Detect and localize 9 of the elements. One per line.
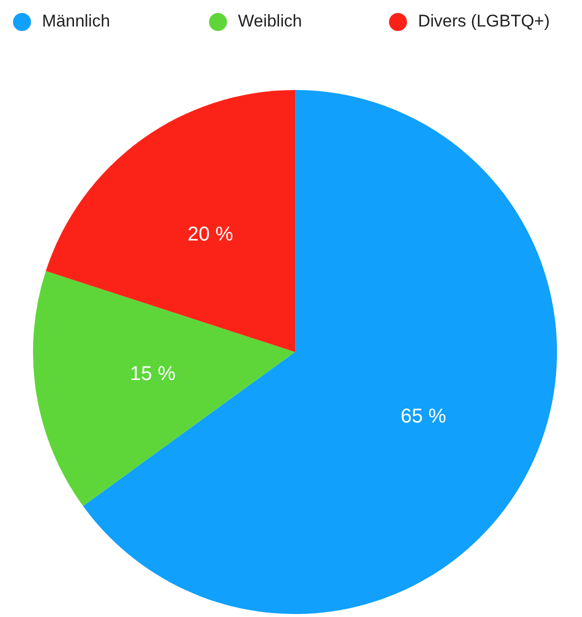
pie-slice	[33, 271, 295, 506]
data-label: 65 %	[400, 406, 446, 428]
legend-label: Männlich	[42, 11, 110, 30]
pie-slice	[46, 90, 295, 352]
data-label: 15 %	[130, 362, 176, 385]
legend-label: Divers (LGBTQ+)	[418, 11, 550, 30]
legend-label: Weiblich	[238, 11, 302, 30]
data-label: 20 %	[188, 224, 234, 246]
pie-slice	[83, 90, 557, 614]
